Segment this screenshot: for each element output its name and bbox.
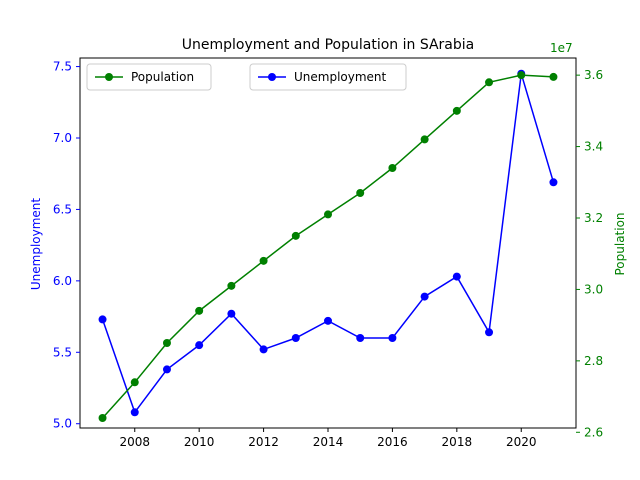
y-right-tick-label: 3.6 [584,68,603,82]
unemployment-data-point [259,345,268,354]
unemployment-data-point [162,365,171,374]
legend-unemployment-marker [268,73,276,81]
y-left-tick-label: 5.5 [53,345,72,359]
y-left-tick-label: 6.0 [53,274,72,288]
chart-title: Unemployment and Population in SArabia [182,37,474,53]
population-data-point [195,306,204,315]
population-data-point [356,189,365,197]
population-data-point [420,135,429,144]
unemployment-data-point [388,334,397,342]
unemployment-data-point [549,178,558,187]
legend-unemployment [249,63,407,91]
legend-population [86,63,212,91]
population-data-point [485,78,494,87]
y-left-tick-label: 7.5 [53,60,72,74]
x-tick-label: 2018 [442,435,473,449]
population-data-point [130,378,139,387]
population-data-point [162,339,171,347]
y-axis-right-offset-text: 1e7 [550,41,573,55]
y-right-tick-label: 2.8 [584,354,603,368]
x-tick-label: 2012 [248,435,279,449]
legend-population-label: Population [131,70,194,84]
y-left-tick-label: 5.0 [53,417,72,431]
y-axis-right-label: Population [613,212,627,275]
y-left-tick-label: 7.0 [53,131,72,145]
population-data-point [259,256,268,265]
population-data-point [291,231,300,240]
y-right-tick-label: 2.6 [584,425,603,439]
unemployment-data-point [98,315,107,324]
unemployment-data-point [356,334,365,342]
y-axis-left-label: Unemployment [29,198,43,291]
plot-area: 2008 2010 2012 2014 2016 2018 2020 5.0 5.5 6.0 6.5… [53,57,603,449]
unemployment-data-point [452,272,461,281]
x-tick-label: 2010 [184,435,215,449]
unemployment-data-point [324,316,332,325]
unemployment-data-point [420,292,429,301]
population-data-point [388,164,397,172]
y-right-tick-label: 3.0 [584,282,603,296]
unemployment-series-line [101,73,555,414]
x-tick-label: 2008 [119,435,150,449]
unemployment-data-point [227,309,236,318]
unemployment-data-point [130,408,139,417]
population-data-point [452,106,461,115]
legend-unemployment-label: Unemployment [294,70,387,84]
population-data-point [549,72,558,81]
x-tick-label: 2020 [506,435,537,449]
unemployment-data-point [195,341,204,350]
unemployment-data-point [291,334,300,342]
y-left-tick-label: 6.5 [53,202,72,216]
population-data-point [517,71,526,80]
x-tick-label: 2016 [377,435,408,449]
x-tick-label: 2014 [313,435,344,449]
y-right-tick-label: 3.2 [584,211,603,225]
plot-frame [79,57,577,429]
unemployment-data-point [485,328,494,337]
legend-population-marker [105,73,113,81]
population-data-point [98,414,107,422]
population-data-point [324,210,332,219]
y-right-tick-label: 3.4 [584,140,603,154]
population-data-point [227,281,236,290]
